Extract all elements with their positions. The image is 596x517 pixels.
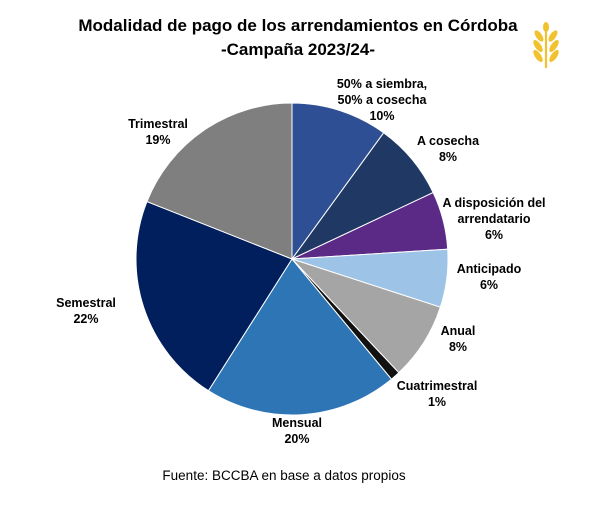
slice-percent-label: 6% <box>480 278 498 292</box>
slice-category-label: Trimestral <box>128 117 188 131</box>
slice-label-4: Anticipado 6% <box>457 262 522 292</box>
slice-category-label: Cuatrimestral <box>397 379 478 393</box>
slice-category-label: 50% a cosecha <box>338 93 428 107</box>
slice-category-label: Anticipado <box>457 262 522 276</box>
slice-category-label: Mensual <box>272 416 322 430</box>
slice-percent-label: 1% <box>428 395 446 409</box>
slice-label-3: A disposición del arrendatario 6% <box>442 196 545 242</box>
pie-labels: 50% a siembra, 50% a cosecha 10% A cosecha 8… <box>56 77 545 446</box>
slice-category-label: Semestral <box>56 296 116 310</box>
pie-slice-9 <box>146 102 293 260</box>
slice-label-2: A cosecha 8% <box>417 134 480 164</box>
pie-slice-1 <box>291 102 385 261</box>
slice-percent-label: 8% <box>449 340 467 354</box>
chart-title-line-2: -Campaña 2023/24- <box>220 40 376 59</box>
slice-category-label: 50% a siembra, <box>337 77 427 91</box>
slice-label-9: Trimestral 19% <box>128 117 188 147</box>
slice-percent-label: 10% <box>369 109 394 123</box>
pie-slice-7 <box>207 258 393 416</box>
slice-label-8: Semestral 22% <box>56 296 116 326</box>
wheat-icon <box>533 22 559 68</box>
chart-title-line-1: Modalidad de pago de los arrendamientos … <box>78 16 518 35</box>
pie-slices <box>135 102 449 416</box>
slice-category-label: Anual <box>441 324 476 338</box>
slice-percent-label: 8% <box>439 150 457 164</box>
slice-label-6: Cuatrimestral 1% <box>397 379 478 409</box>
slice-label-1: 50% a siembra, 50% a cosecha 10% <box>337 77 428 123</box>
chart-source: Fuente: BCCBA en base a datos propios <box>162 468 406 483</box>
slice-percent-label: 22% <box>73 312 98 326</box>
slice-percent-label: 6% <box>485 228 503 242</box>
slice-category-label: arrendatario <box>458 212 531 226</box>
pie-slice-8 <box>135 200 293 392</box>
slice-percent-label: 19% <box>145 133 170 147</box>
chart-title: Modalidad de pago de los arrendamientos … <box>0 14 596 62</box>
slice-category-label: A disposición del <box>442 196 545 210</box>
slice-percent-label: 20% <box>284 432 309 446</box>
slice-label-5: Anual 8% <box>441 324 476 354</box>
slice-label-7: Mensual 20% <box>272 416 322 446</box>
slice-category-label: A cosecha <box>417 134 480 148</box>
